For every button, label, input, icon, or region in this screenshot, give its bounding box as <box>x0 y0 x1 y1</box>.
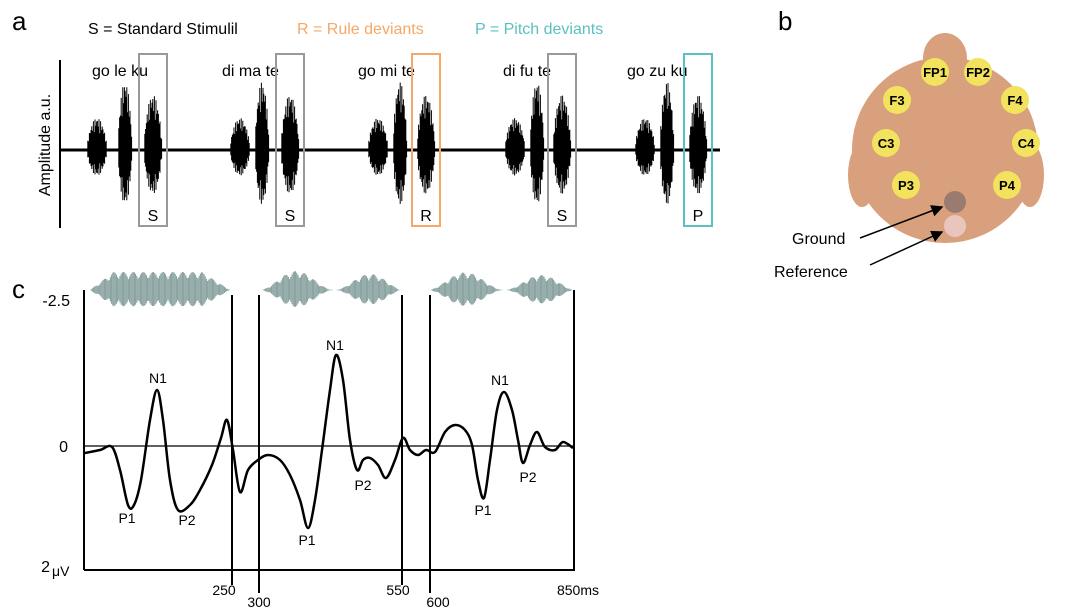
burst <box>530 85 545 202</box>
electrode <box>921 58 949 86</box>
y-unit: μV <box>52 563 70 579</box>
peak-label: P2 <box>354 477 371 493</box>
ground-electrode <box>944 191 966 213</box>
legend-item: P = Pitch deviants <box>475 21 603 38</box>
stimulus-type: S <box>285 208 296 225</box>
burst <box>87 119 107 175</box>
y-label: 0 <box>59 439 68 456</box>
panel-label: c <box>12 274 25 304</box>
peak-label: N1 <box>491 372 509 388</box>
electrode <box>964 58 992 86</box>
burst <box>689 96 708 194</box>
syllables: go le ku <box>92 63 148 80</box>
burst <box>635 119 655 175</box>
x-label: 250 <box>212 582 236 598</box>
syllables: go zu ku <box>627 63 687 80</box>
target-box <box>138 53 168 227</box>
electrode <box>883 86 911 114</box>
audio-waveform <box>90 271 573 307</box>
panel-label: b <box>778 6 792 36</box>
x-label: 300 <box>247 594 271 610</box>
peak-label: P1 <box>298 532 315 548</box>
x-label: 850ms <box>557 582 599 598</box>
electrode <box>892 171 920 199</box>
burst <box>281 97 300 193</box>
reference-electrode <box>944 215 966 237</box>
burst <box>255 82 270 204</box>
electrode <box>993 171 1021 199</box>
stimulus-type: S <box>148 208 159 225</box>
y-label: -2.5 <box>42 293 70 310</box>
peak-label: P2 <box>519 469 536 485</box>
burst <box>660 83 675 204</box>
arrow <box>859 205 944 239</box>
arrow <box>869 230 944 266</box>
x-label: 550 <box>386 582 410 598</box>
electrode-label: F3 <box>889 93 904 108</box>
x-label: 600 <box>426 594 450 610</box>
peak-label: N1 <box>149 370 167 386</box>
y-label: 2 <box>41 559 50 576</box>
target-box <box>411 53 441 227</box>
legend-item: R = Rule deviants <box>297 21 424 38</box>
peak-label: P2 <box>178 512 195 528</box>
electrode-label: C3 <box>878 136 895 151</box>
burst <box>368 119 388 175</box>
audio-burst <box>430 272 573 306</box>
label: Reference <box>774 264 848 281</box>
burst <box>553 95 572 194</box>
electrode-label: P4 <box>999 178 1016 193</box>
axes <box>83 290 575 593</box>
burst <box>144 96 163 193</box>
electrodes: FP1 FP2 F3 F4 C3 C4 P3 P4 <box>872 58 1040 199</box>
electrode <box>872 129 900 157</box>
syllables: go mi te <box>358 63 415 80</box>
burst <box>230 118 250 176</box>
burst <box>393 82 408 204</box>
label: Ground <box>792 231 845 248</box>
target-box <box>547 53 577 227</box>
erp-curve <box>84 353 574 530</box>
stimulus-type: R <box>420 208 432 225</box>
peak-label: P1 <box>474 502 491 518</box>
electrode <box>1012 129 1040 157</box>
electrode <box>1001 86 1029 114</box>
electrode-label: FP1 <box>923 65 947 80</box>
burst <box>118 87 133 201</box>
electrode-label: C4 <box>1018 136 1035 151</box>
electrode-label: P3 <box>898 178 914 193</box>
burst <box>505 118 525 176</box>
audio-burst <box>90 272 230 307</box>
peak-label: P1 <box>118 510 135 526</box>
peak-label: N1 <box>326 337 344 353</box>
axis-label: Amplitude a.u. <box>37 94 54 196</box>
panel-label: a <box>12 6 27 36</box>
stimulus-type: P <box>693 208 704 225</box>
trials: go le ku Sdi ma te Sgo mi te Rdi fu te Sgo z… <box>92 53 713 227</box>
target-box <box>275 53 305 227</box>
audio-burst <box>262 271 400 307</box>
syllables: di fu te <box>503 63 551 80</box>
syllables: di ma te <box>222 63 279 80</box>
target-box <box>683 53 713 227</box>
legend-item: S = Standard Stimulil <box>88 21 238 38</box>
stimulus-type: S <box>557 208 568 225</box>
waveforms <box>87 82 708 204</box>
peak-labels: N1 P1 P2 N1 P1 P2 N1 P1 P2 <box>118 337 536 548</box>
electrode-label: F4 <box>1007 93 1023 108</box>
burst <box>417 96 436 194</box>
electrode-label: FP2 <box>966 65 990 80</box>
